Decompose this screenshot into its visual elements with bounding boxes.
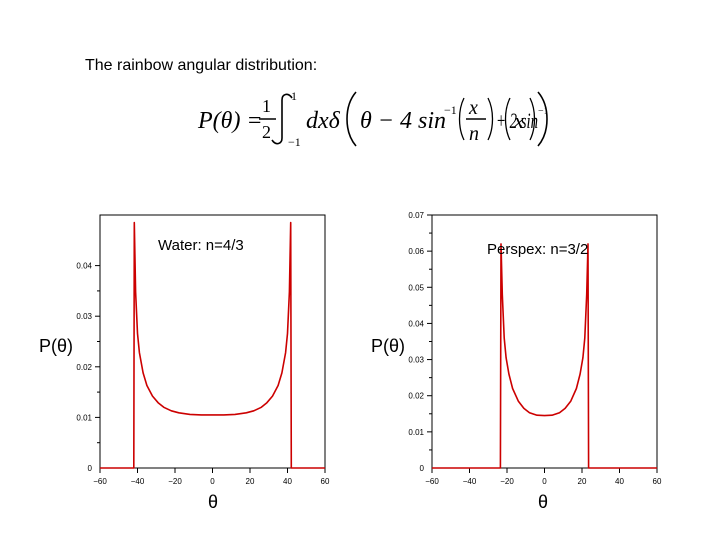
x-tick-label: 60 <box>321 477 330 486</box>
x-tick-label: −20 <box>168 477 182 486</box>
y-tick-label: 0.07 <box>408 211 424 220</box>
formula-half-denominator: 2 <box>262 122 271 142</box>
x-tick-label: 40 <box>615 477 624 486</box>
y-tick-label: 0 <box>420 464 425 473</box>
formula-lhs: P(θ) = <box>197 108 263 134</box>
x-tick-label: 40 <box>283 477 292 486</box>
perspex-chart: 0.010.020.030.040.050.060.070−60 −40 −20 0 2… <box>371 211 662 512</box>
x-tick-label: 20 <box>246 477 255 486</box>
distribution-curve <box>100 221 325 469</box>
chart-annotation: Water: n=4/3 <box>158 237 244 254</box>
integral-sign <box>271 93 293 145</box>
y-tick-label: 0.04 <box>76 262 92 271</box>
chart-annotation: Perspex: n=3/2 <box>487 241 588 258</box>
x-tick-label: 0 <box>210 477 215 486</box>
y-tick-label: 0.05 <box>408 283 424 292</box>
rainbow-formula: P(θ) = 1 2 1 −1 dxδ θ − 4 sin −1 x n + 2… <box>197 89 546 149</box>
y-tick-label: 0.01 <box>408 428 424 437</box>
y-axis-label: P(θ) <box>371 336 405 356</box>
x-tick-label: −40 <box>131 477 145 486</box>
x-tick-label: 0 <box>542 477 547 486</box>
distribution-curve <box>432 243 657 469</box>
formula-frac-numerator: x <box>468 97 478 119</box>
water-chart: 0.010.020.030.040−60 −40 −20 0 20 40 60Water: … <box>39 214 330 512</box>
y-tick-label: 0.06 <box>408 247 424 256</box>
y-axis-label: P(θ) <box>39 336 73 356</box>
rainbow-formula-tail: x <box>504 91 548 147</box>
integral-upper-limit: 1 <box>291 89 297 103</box>
x-tick-label: −20 <box>500 477 514 486</box>
y-tick-label: 0 <box>88 464 93 473</box>
formula-arg1: θ − 4 sin <box>360 108 446 134</box>
y-tick-label: 0.02 <box>76 363 92 372</box>
y-tick-label: 0.01 <box>76 413 92 422</box>
formula-arg3: x <box>513 108 524 133</box>
frac-left-paren <box>458 97 465 141</box>
y-tick-label: 0.03 <box>76 312 92 321</box>
formula-inverse-1: −1 <box>444 103 457 117</box>
frac-right-paren <box>487 97 494 141</box>
x-tick-label: −60 <box>93 477 107 486</box>
x-tick-label: 20 <box>578 477 587 486</box>
x-tick-label: −40 <box>463 477 477 486</box>
formula-integrand: dxδ <box>306 108 341 134</box>
x-tick-label: 60 <box>653 477 662 486</box>
x-axis-label: θ <box>538 492 548 512</box>
integral-lower-limit: −1 <box>288 135 301 149</box>
x-axis-label: θ <box>208 492 218 512</box>
y-tick-label: 0.02 <box>408 392 424 401</box>
y-tick-label: 0.04 <box>408 319 424 328</box>
formula-arg2: + 2 sin <box>496 108 538 133</box>
x-tick-label: −60 <box>425 477 439 486</box>
big-left-paren <box>346 91 357 147</box>
formula-frac-denominator: n <box>469 123 479 145</box>
formula-half-numerator: 1 <box>262 96 271 116</box>
slide-heading: The rainbow angular distribution: <box>85 57 318 74</box>
x-right-paren <box>529 97 536 141</box>
formula-inverse-2: −1 <box>538 106 546 117</box>
y-tick-label: 0.03 <box>408 356 424 365</box>
big-right-paren <box>537 91 548 147</box>
x-left-paren <box>504 97 511 141</box>
